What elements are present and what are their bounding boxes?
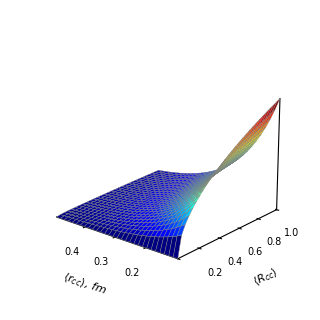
Y-axis label: $\langle R_{cc}\rangle$: $\langle R_{cc}\rangle$ bbox=[251, 265, 280, 289]
X-axis label: $\langle r_{cc}\rangle$, fm: $\langle r_{cc}\rangle$, fm bbox=[60, 270, 108, 297]
